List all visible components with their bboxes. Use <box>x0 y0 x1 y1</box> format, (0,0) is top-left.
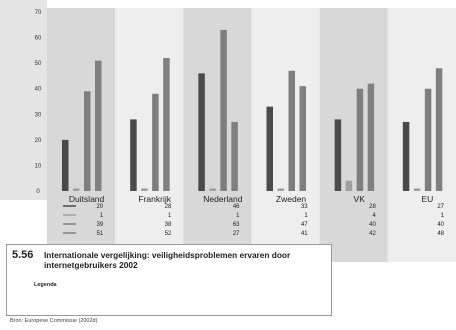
bar <box>402 121 410 191</box>
category-label: Frankrijk <box>138 194 171 204</box>
y-tick-label: 10 <box>35 163 42 169</box>
category-band <box>387 8 456 262</box>
bar <box>299 86 306 191</box>
table-value: 28 <box>369 204 376 210</box>
table-value: 40 <box>437 222 444 228</box>
bar <box>356 88 364 191</box>
table-value: 4 <box>372 213 376 219</box>
y-tick-label: 50 <box>35 61 42 67</box>
category-label: VK <box>354 194 366 204</box>
category-band <box>251 8 320 262</box>
table-value: 51 <box>96 231 103 237</box>
y-tick-label: 60 <box>35 36 42 42</box>
bar <box>231 121 238 191</box>
table-value: 1 <box>100 213 104 219</box>
y-tick-label: 30 <box>35 112 42 118</box>
category-label: Nederland <box>203 194 242 204</box>
bar <box>424 88 432 191</box>
bar <box>152 93 159 191</box>
source-note: Bron: Europese Commissie (2002d) <box>10 318 98 324</box>
bar-group <box>62 29 443 192</box>
bar <box>277 188 284 191</box>
bar <box>163 58 170 192</box>
y-tick-label: 40 <box>35 87 42 93</box>
category-band <box>115 8 184 262</box>
table-value: 52 <box>165 231 172 237</box>
table-value: 46 <box>233 204 240 210</box>
table-value: 42 <box>369 231 376 237</box>
y-tick-label: 20 <box>35 138 42 144</box>
table-value: 41 <box>301 231 308 237</box>
table-value: 47 <box>301 222 308 228</box>
bar <box>367 83 375 191</box>
bar <box>84 91 91 191</box>
bar <box>95 60 102 192</box>
bar <box>220 29 227 192</box>
table-value: 1 <box>304 213 308 219</box>
table-value: 38 <box>165 222 172 228</box>
y-tick-label: 0 <box>36 189 40 195</box>
category-label: EU <box>421 194 433 204</box>
table-value: 63 <box>233 222 240 228</box>
table-value: 20 <box>96 204 103 210</box>
y-axis: 0 10 20 30 40 50 60 70 <box>35 10 42 195</box>
category-band <box>319 8 388 262</box>
table-value: 39 <box>96 222 103 228</box>
table-value: 40 <box>369 222 376 228</box>
column-bands <box>0 0 456 262</box>
table-value: 1 <box>168 213 172 219</box>
category-label: Zweden <box>276 194 307 204</box>
bar <box>266 106 273 191</box>
bar <box>141 188 148 191</box>
table-value: 33 <box>301 204 308 210</box>
table-value: 27 <box>437 204 444 210</box>
caption-box: 5.56 Internationale vergelijking: veilig… <box>6 244 332 316</box>
category-labels: Duitsland Frankrijk Nederland Zweden VK EU <box>69 194 433 204</box>
bar <box>62 139 69 191</box>
table-value: 27 <box>233 231 240 237</box>
category-band <box>47 8 116 262</box>
caption-number: 5.56 <box>12 249 34 261</box>
y-tick-label: 70 <box>35 10 42 16</box>
legend-label: Legenda <box>34 282 57 288</box>
bar <box>435 68 443 191</box>
axis-strip <box>0 0 47 200</box>
bar <box>198 73 205 191</box>
bar <box>413 188 421 191</box>
bar <box>209 188 216 191</box>
bar <box>73 188 80 191</box>
category-label: Duitsland <box>69 194 105 204</box>
chart-title: Internationale vergelijking: veiligheids… <box>44 250 291 270</box>
table-value: 28 <box>165 204 172 210</box>
table-value: 48 <box>437 231 444 237</box>
category-band <box>183 8 252 262</box>
bar <box>345 180 353 191</box>
table-value: 1 <box>441 213 445 219</box>
bar <box>288 70 295 191</box>
bar <box>130 119 137 191</box>
bar <box>334 119 342 191</box>
table-value: 1 <box>236 213 240 219</box>
